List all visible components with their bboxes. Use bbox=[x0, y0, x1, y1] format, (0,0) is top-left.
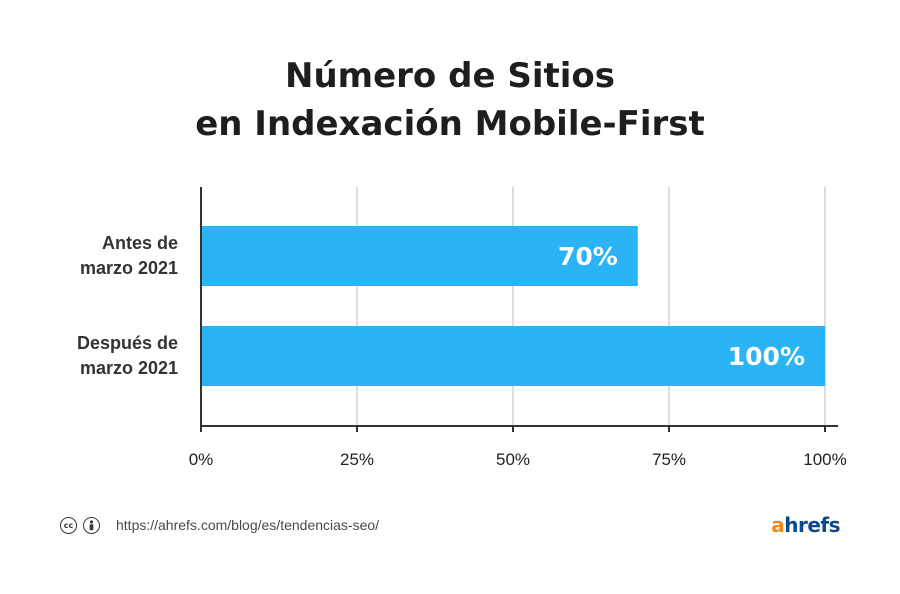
footer: cc https://ahrefs.com/blog/es/tendencias… bbox=[60, 512, 840, 538]
labels: 0% 25% 50% 75% 100% 70% Antes de marzo 2021 100%… bbox=[77, 233, 847, 469]
bar bbox=[201, 326, 825, 386]
ahrefs-logo[interactable]: ahrefs bbox=[771, 513, 840, 537]
cc-icon: cc bbox=[60, 516, 77, 534]
chart-title: Número de Sitios en Indexación Mobile-Fi… bbox=[0, 52, 900, 148]
bar-chart: 0% 25% 50% 75% 100% 70% Antes de marzo 2021 100%… bbox=[77, 187, 847, 469]
source-link[interactable]: https://ahrefs.com/blog/es/tendencias-se… bbox=[116, 517, 380, 533]
bar-data-label: 70% bbox=[558, 242, 618, 271]
category-label: Antes de bbox=[102, 233, 178, 253]
chart-title-line-1: Número de Sitios bbox=[285, 56, 615, 96]
category-label: marzo 2021 bbox=[80, 258, 178, 278]
chart-title-line-2: en Indexación Mobile-First bbox=[195, 104, 705, 144]
category-label: marzo 2021 bbox=[80, 358, 178, 378]
bar bbox=[201, 226, 638, 286]
license-icons: cc bbox=[60, 516, 100, 534]
bars bbox=[201, 226, 825, 386]
x-tick-label: 0% bbox=[189, 450, 214, 469]
x-tick-label: 100% bbox=[803, 450, 846, 469]
x-tick-label: 25% bbox=[340, 450, 374, 469]
axes bbox=[200, 187, 838, 432]
grid-lines bbox=[356, 187, 826, 426]
x-tick-label: 50% bbox=[496, 450, 530, 469]
category-label: Después de bbox=[77, 333, 178, 353]
attribution-icon bbox=[83, 516, 100, 534]
x-tick-label: 75% bbox=[652, 450, 686, 469]
bar-data-label: 100% bbox=[728, 342, 805, 371]
